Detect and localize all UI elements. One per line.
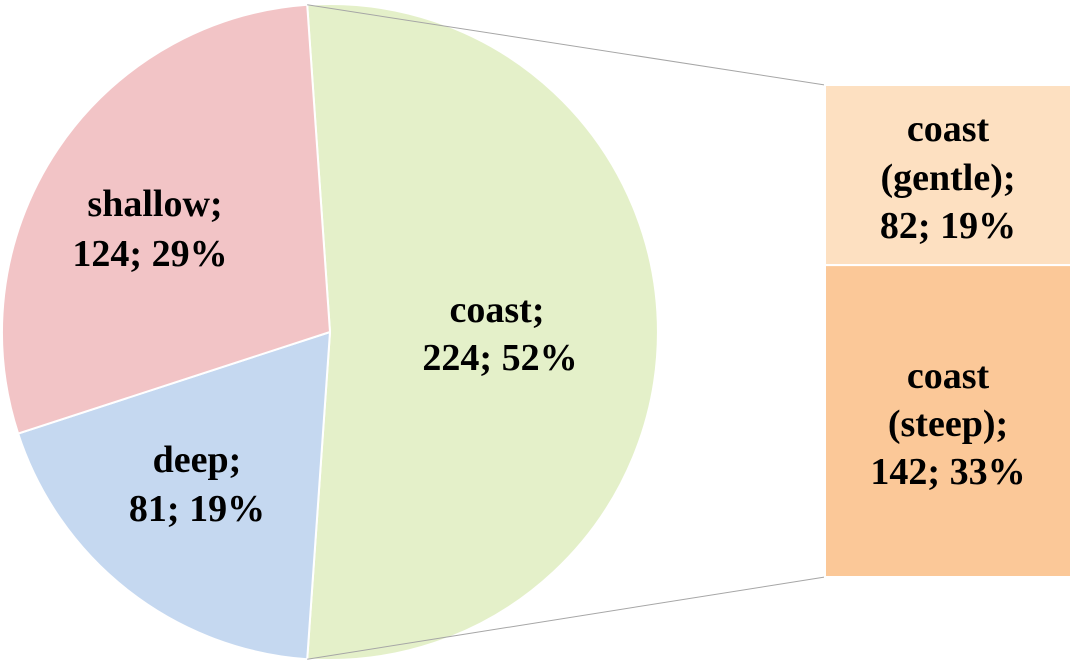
connector-line-bottom [307,576,826,660]
pie-slice-shallow [1,3,332,435]
slice-label-coast-value: 224; 52% [422,337,577,379]
connector-line-top [307,4,826,86]
bar-label-gentle-line2: (gentle); [880,157,1015,199]
slice-label-coast-name: coast; [450,289,545,331]
pie-slice-coast [306,3,659,661]
bar-label-steep-line3: 142; 33% [870,451,1025,493]
pie-slice-deep [16,330,332,661]
bar-segment-coast-steep [824,264,1072,578]
slice-label-deep-value: 81; 19% [129,488,265,530]
slice-label-shallow-value: 124; 29% [72,233,227,275]
pie [1,3,659,661]
bar-label-steep-line2: (steep); [888,403,1008,445]
stacked-bar [824,84,1072,578]
slice-label-deep-name: deep; [153,439,242,481]
slice-label-shallow-name: shallow; [87,183,222,225]
bar-segment-coast-gentle [824,84,1072,267]
bar-label-gentle-line3: 82; 19% [880,205,1016,247]
bar-label-steep-line1: coast [907,355,990,397]
connector-lines [307,4,826,660]
bar-label-gentle-line1: coast [907,108,990,150]
